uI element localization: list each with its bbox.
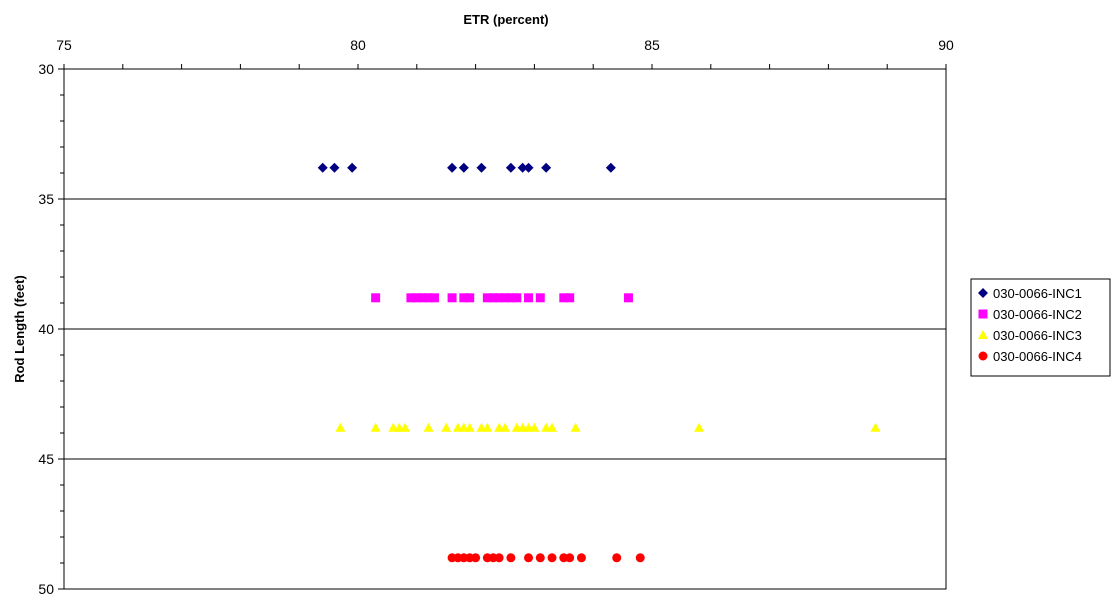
data-point bbox=[570, 422, 581, 432]
data-point bbox=[494, 293, 504, 303]
data-point bbox=[447, 162, 458, 173]
data-point bbox=[429, 293, 439, 303]
data-point bbox=[529, 422, 540, 432]
legend: 030-0066-INC1 030-0066-INC2 030-0066-INC3 0… bbox=[970, 278, 1111, 377]
data-point bbox=[441, 422, 452, 432]
data-point bbox=[523, 162, 534, 173]
data-point bbox=[524, 293, 534, 303]
data-point bbox=[500, 422, 510, 432]
series-3 bbox=[335, 422, 881, 432]
data-point bbox=[459, 293, 469, 303]
data-point bbox=[870, 422, 881, 432]
y-tick-label: 50 bbox=[38, 581, 54, 597]
data-point bbox=[476, 162, 487, 173]
data-point bbox=[418, 293, 428, 303]
legend-marker bbox=[978, 351, 988, 361]
series-2 bbox=[371, 293, 633, 303]
data-point bbox=[541, 162, 552, 173]
data-point bbox=[535, 553, 545, 563]
series-4 bbox=[447, 553, 645, 563]
data-point bbox=[565, 553, 575, 563]
data-point bbox=[482, 422, 493, 432]
legend-entry: 030-0066-INC1 bbox=[993, 286, 1082, 301]
y-tick-label: 30 bbox=[38, 61, 54, 77]
y-axis-title: Rod Length (feet) bbox=[12, 275, 27, 383]
y-tick-label: 45 bbox=[38, 451, 54, 467]
data-point bbox=[605, 162, 616, 173]
x-tick-label: 75 bbox=[56, 37, 72, 53]
legend-box bbox=[970, 278, 1111, 377]
data-point bbox=[488, 293, 498, 303]
data-point bbox=[465, 293, 475, 303]
legend-entry: 030-0066-INC3 bbox=[993, 328, 1082, 343]
data-point bbox=[517, 162, 528, 173]
data-point bbox=[370, 422, 381, 432]
data-point bbox=[458, 162, 469, 173]
data-point bbox=[423, 422, 434, 432]
data-point bbox=[559, 293, 569, 303]
data-point bbox=[512, 293, 522, 303]
legend-marker bbox=[978, 330, 988, 339]
data-point bbox=[329, 162, 340, 173]
data-point bbox=[447, 293, 457, 303]
legend-marker bbox=[978, 309, 988, 319]
data-point bbox=[535, 293, 545, 303]
data-point bbox=[335, 422, 346, 432]
data-point bbox=[635, 553, 645, 563]
legend-marker bbox=[978, 288, 988, 298]
data-point bbox=[471, 553, 481, 563]
data-point bbox=[494, 553, 504, 563]
x-axis-title: ETR (percent) bbox=[463, 12, 548, 27]
x-tick-label: 90 bbox=[938, 37, 954, 53]
data-point bbox=[505, 162, 516, 173]
data-point bbox=[612, 553, 622, 563]
data-point bbox=[317, 162, 328, 173]
data-point bbox=[424, 293, 434, 303]
data-point bbox=[576, 553, 586, 563]
x-tick-label: 85 bbox=[644, 37, 660, 53]
y-tick-label: 35 bbox=[38, 191, 54, 207]
plot-area: 75 80 85 90 30 35 40 45 50 bbox=[38, 37, 954, 597]
data-point bbox=[464, 422, 475, 432]
data-point bbox=[482, 293, 492, 303]
data-point bbox=[406, 293, 416, 303]
data-point bbox=[623, 293, 633, 303]
data-point bbox=[565, 293, 575, 303]
data-point bbox=[500, 293, 510, 303]
data-point bbox=[524, 553, 534, 563]
x-tick-label: 80 bbox=[350, 37, 366, 53]
data-point bbox=[371, 293, 381, 303]
data-point bbox=[400, 422, 411, 432]
data-point bbox=[506, 293, 516, 303]
data-point bbox=[506, 553, 516, 563]
legend-entry: 030-0066-INC2 bbox=[993, 307, 1082, 322]
data-point bbox=[547, 422, 558, 432]
y-tick-label: 40 bbox=[38, 321, 54, 337]
series-1 bbox=[317, 162, 616, 173]
legend-entry: 030-0066-INC4 bbox=[993, 349, 1082, 364]
data-point bbox=[547, 553, 557, 563]
data-point bbox=[347, 162, 358, 173]
data-point bbox=[412, 293, 422, 303]
data-point bbox=[694, 422, 705, 432]
